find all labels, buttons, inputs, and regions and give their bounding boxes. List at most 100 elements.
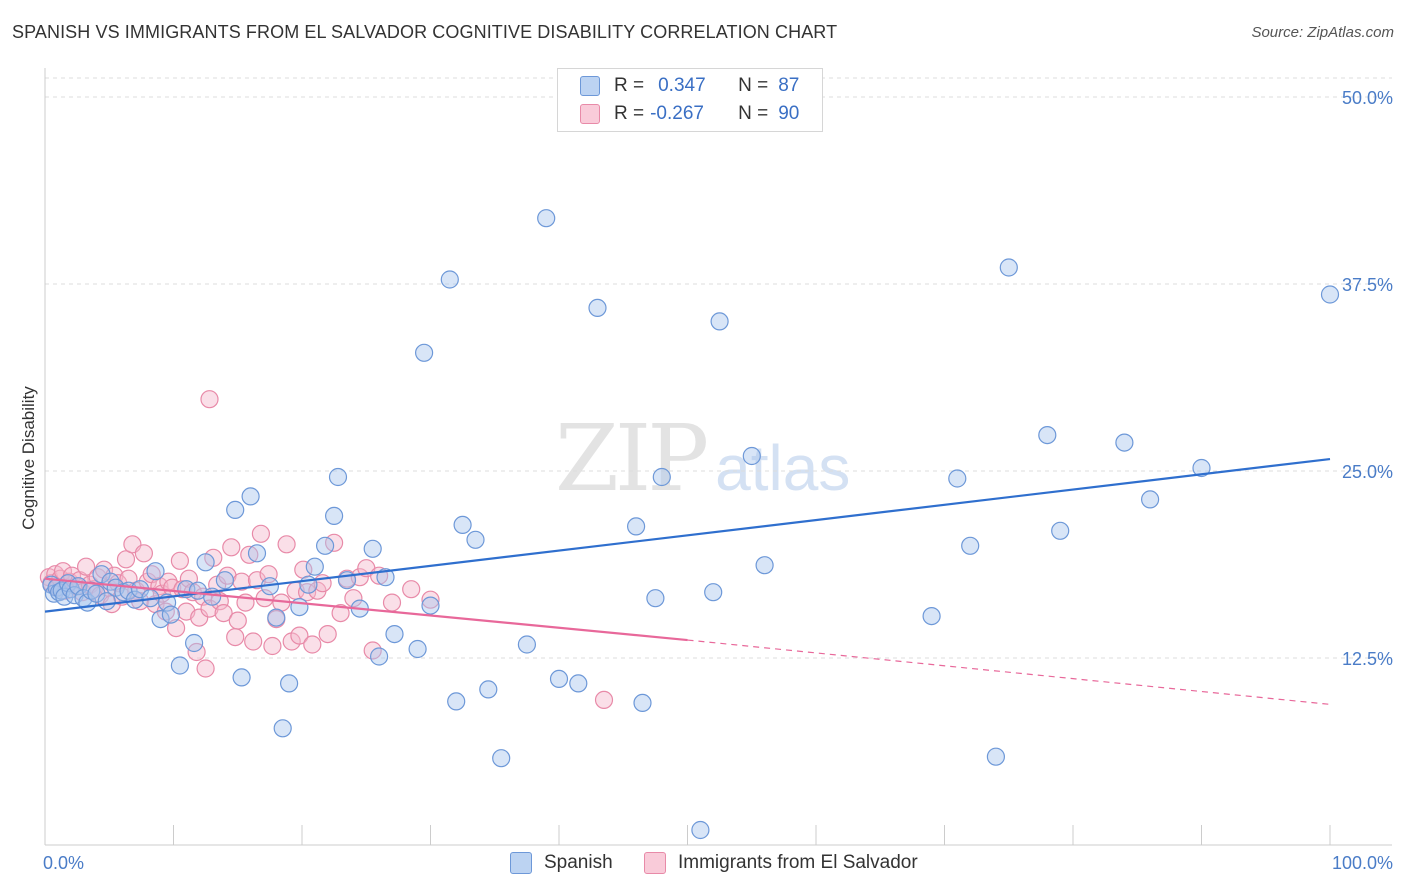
salvador-point: [402, 580, 421, 599]
spanish-point: [215, 571, 234, 590]
spanish-point: [226, 500, 245, 519]
y-tick-label: 37.5%: [1342, 275, 1393, 295]
spanish-point: [961, 536, 980, 555]
spanish-point: [1115, 433, 1134, 452]
spanish-point: [704, 583, 723, 602]
spanish-point: [247, 544, 267, 563]
spanish-point: [537, 209, 556, 228]
spanish-point: [466, 530, 485, 549]
spanish-point: [755, 556, 774, 575]
legend-item-salvador: Immigrants from El Salvador: [644, 852, 918, 874]
y-tick-label: 12.5%: [1342, 649, 1393, 669]
spanish-point: [588, 298, 607, 317]
salvador-point: [196, 659, 215, 678]
spanish-point: [440, 270, 459, 289]
salvador-point: [214, 603, 233, 623]
salvador-point: [170, 551, 189, 570]
spanish-point: [986, 747, 1006, 766]
legend-r-value: -0.267: [650, 103, 704, 124]
salvador-point: [344, 589, 363, 608]
salvador-point: [190, 608, 209, 627]
salvador-point: [167, 618, 186, 638]
spanish-point: [948, 469, 967, 488]
spanish-point: [626, 517, 646, 536]
axis-labels: 12.5% 25.0% 37.5% 50.0% 0.0% 100.0% Cognitive …: [19, 88, 1393, 873]
spanish-point: [633, 693, 652, 713]
spanish-point: [408, 639, 427, 659]
salvador-point: [200, 599, 219, 618]
salvador-point: [200, 390, 219, 409]
salvador-point: [226, 627, 245, 647]
spanish-point: [922, 606, 941, 626]
spanish-point: [305, 557, 324, 576]
spanish-point: [325, 506, 344, 526]
salvador-point: [134, 544, 153, 563]
spanish-point: [492, 749, 511, 768]
spanish-swatch: [580, 76, 600, 96]
salvador-point: [240, 545, 259, 564]
legend-n-value: 90: [778, 103, 800, 124]
spanish-point: [146, 562, 165, 581]
salvador-swatch: [580, 104, 600, 124]
spanish-point: [710, 312, 729, 331]
legend-row-salvador: R = -0.267 N = 90: [580, 101, 799, 127]
spanish-point: [273, 719, 292, 738]
salvador-point: [173, 580, 192, 599]
legend-n-label: N =: [738, 103, 769, 124]
spanish-points: [42, 209, 1340, 840]
series-legend: Spanish Immigrants from El Salvador: [0, 852, 1406, 878]
salvador-point: [290, 626, 309, 645]
spanish-point: [328, 467, 348, 487]
source-label: Source: ZipAtlas.com: [1251, 24, 1394, 41]
salvador-point: [116, 550, 136, 569]
spanish-point: [447, 692, 466, 711]
salvador-point: [594, 690, 614, 710]
x-tick-label-left: 0.0%: [43, 853, 84, 873]
spanish-point: [161, 605, 180, 624]
spanish-point: [267, 608, 286, 627]
spanish-legend-swatch: [510, 852, 532, 874]
salvador-point: [222, 538, 241, 557]
salvador-point: [277, 535, 296, 554]
spanish-point: [1192, 458, 1211, 478]
watermark: ZIP atlas: [555, 405, 850, 512]
salvador-point: [76, 557, 96, 576]
salvador-legend-swatch: [644, 852, 666, 874]
watermark-zip: ZIP: [555, 405, 709, 512]
grid-lines: [45, 77, 1392, 659]
y-tick-label: 25.0%: [1342, 462, 1393, 482]
salvador-trend-line: [44, 577, 688, 642]
salvador-point: [421, 590, 440, 609]
legend-r-value: 0.347: [658, 75, 706, 96]
spanish-point: [1140, 490, 1160, 509]
spanish-point: [1038, 426, 1057, 445]
spanish-point: [691, 820, 710, 840]
spanish-point: [185, 633, 204, 653]
watermark-atlas: atlas: [715, 432, 851, 504]
spanish-trend-line: [44, 457, 1331, 613]
spanish-point: [363, 539, 382, 558]
y-axis-title: Cognitive Disability: [19, 386, 38, 530]
salvador-point: [318, 624, 337, 644]
legend-n-value: 87: [778, 75, 800, 96]
salvador-point: [251, 524, 270, 543]
salvador-point: [382, 593, 402, 612]
spanish-point: [999, 258, 1018, 277]
spanish-point: [421, 596, 440, 615]
spanish-point: [196, 553, 215, 572]
axes: [44, 68, 1392, 846]
salvador-trend-extension: [687, 639, 1331, 705]
salvador-point: [303, 635, 322, 654]
spanish-point: [170, 656, 189, 675]
legend-n-label: N =: [738, 75, 769, 96]
spanish-point: [569, 674, 588, 693]
spanish-point: [385, 624, 404, 644]
spanish-point: [479, 680, 498, 699]
trend-lines: [44, 457, 1331, 705]
spanish-point: [370, 647, 389, 666]
legend-label-salvador: Immigrants from El Salvador: [678, 852, 918, 873]
legend-label-spanish: Spanish: [544, 852, 613, 873]
salvador-point: [244, 632, 263, 651]
spanish-point: [232, 668, 251, 687]
